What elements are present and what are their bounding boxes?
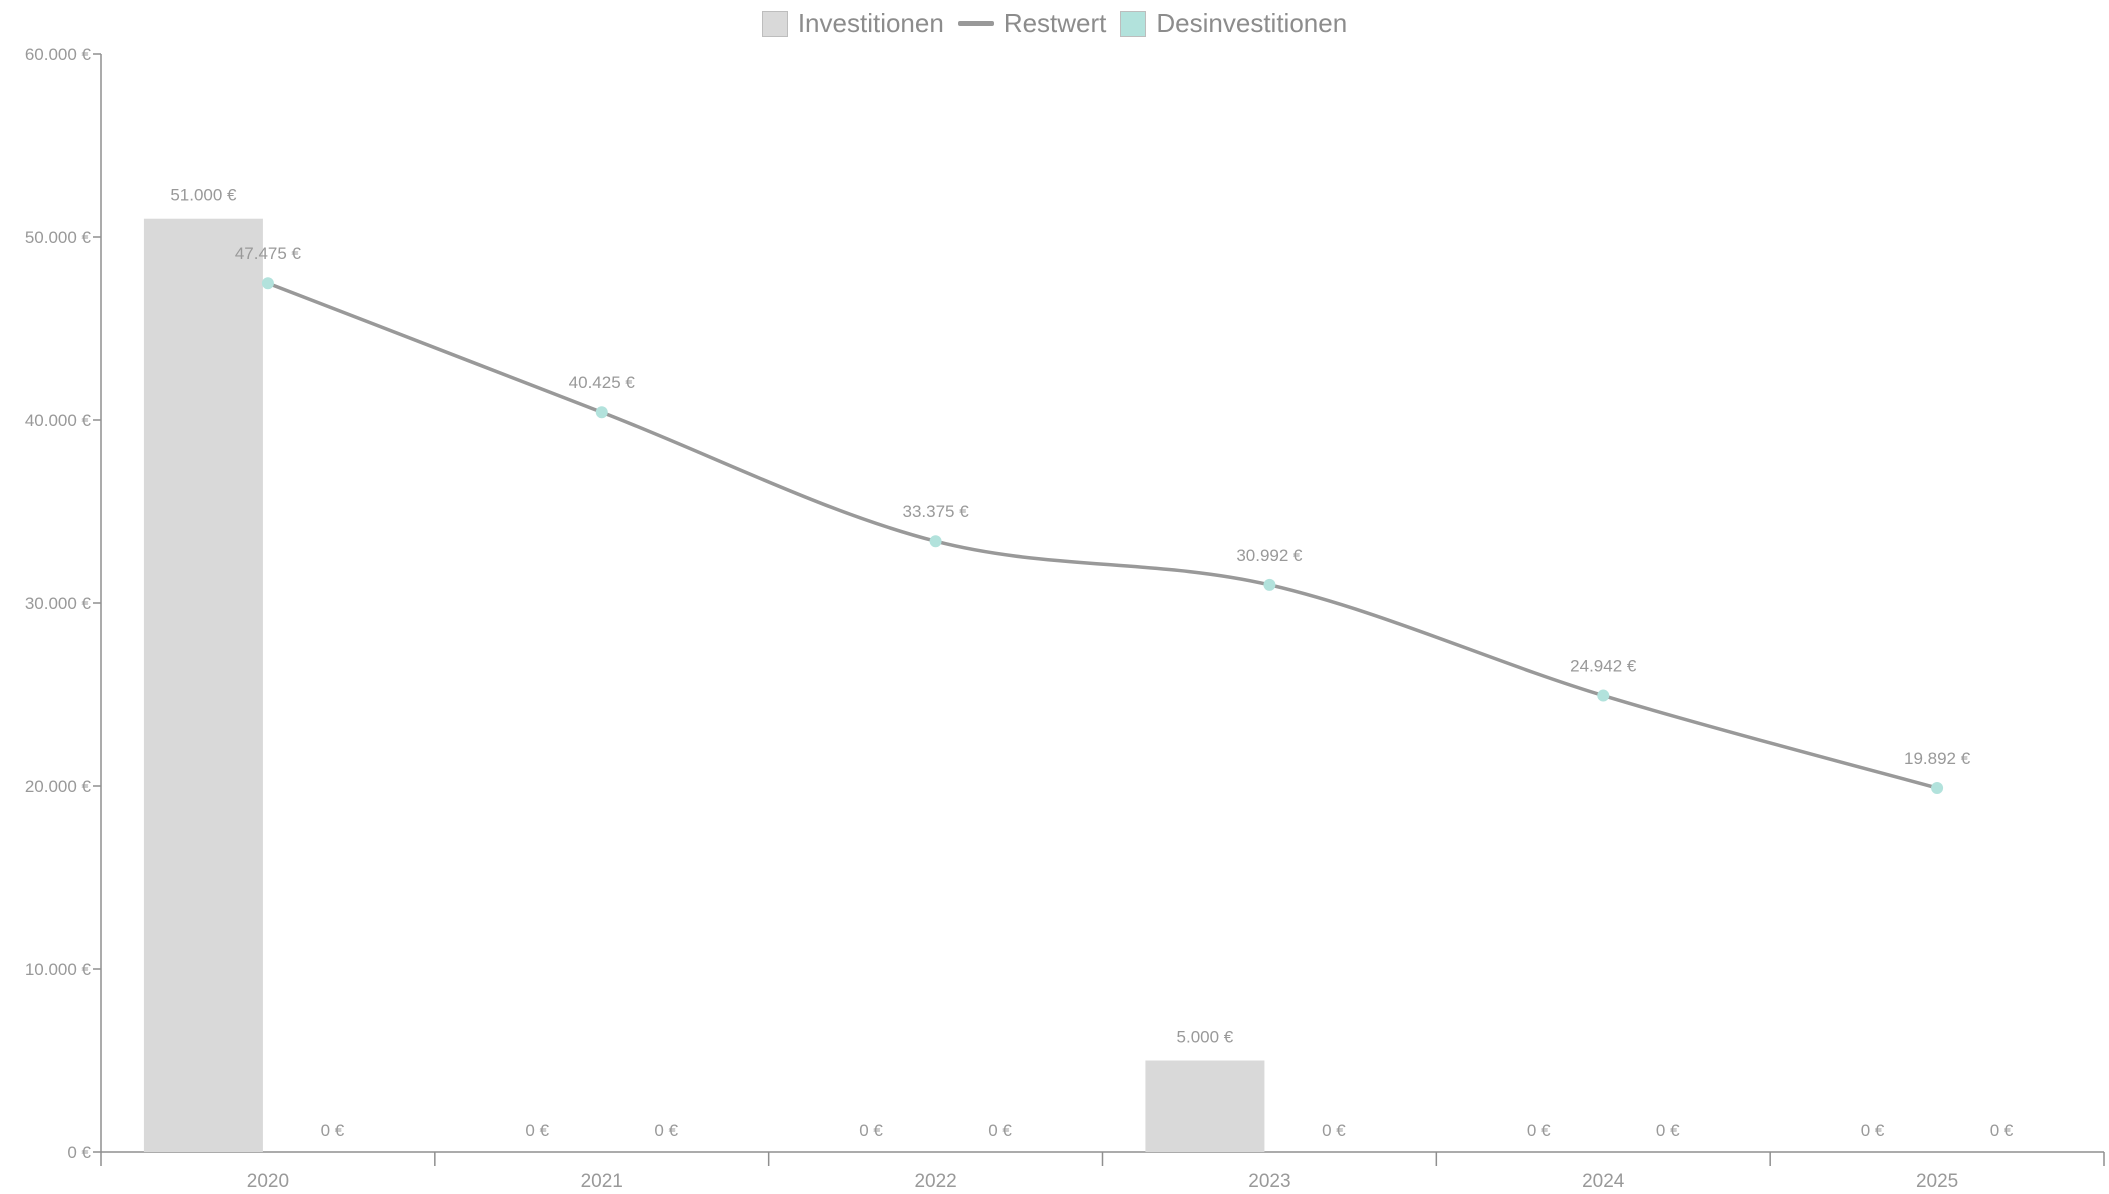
data-label-investitionen: 5.000 € bbox=[1177, 1028, 1234, 1047]
point-restwert bbox=[595, 406, 608, 419]
point-restwert bbox=[1597, 689, 1610, 702]
y-tick-label: 0 € bbox=[67, 1143, 91, 1162]
data-label-investitionen: 0 € bbox=[1527, 1121, 1551, 1140]
x-tick-label: 2022 bbox=[914, 1171, 956, 1189]
data-label-investitionen: 0 € bbox=[525, 1121, 549, 1140]
data-label-desinvestitionen: 0 € bbox=[988, 1121, 1012, 1140]
data-label-restwert: 24.942 € bbox=[1570, 657, 1637, 676]
point-restwert bbox=[1263, 578, 1276, 591]
data-label-desinvestitionen: 0 € bbox=[1322, 1121, 1346, 1140]
y-tick-label: 50.000 € bbox=[25, 228, 92, 247]
legend-item-restwert[interactable]: Restwert bbox=[957, 8, 1107, 39]
legend-label-restwert: Restwert bbox=[1003, 8, 1107, 38]
point-restwert bbox=[1931, 781, 1944, 794]
data-label-desinvestitionen: 0 € bbox=[654, 1121, 678, 1140]
x-tick-label: 2023 bbox=[1248, 1171, 1290, 1189]
x-tick-label: 2020 bbox=[247, 1171, 289, 1189]
y-tick-label: 10.000 € bbox=[25, 960, 92, 979]
data-label-restwert: 47.475 € bbox=[235, 244, 302, 263]
data-label-desinvestitionen: 0 € bbox=[1990, 1121, 2014, 1140]
y-tick-label: 40.000 € bbox=[25, 411, 92, 430]
legend-label-investitionen: Investitionen bbox=[797, 8, 944, 38]
legend-swatch-desinvestitionen bbox=[1120, 10, 1147, 37]
point-restwert bbox=[261, 277, 274, 290]
legend-item-investitionen[interactable]: Investitionen bbox=[761, 8, 944, 39]
y-tick-label: 60.000 € bbox=[25, 45, 92, 64]
data-label-restwert: 19.892 € bbox=[1904, 749, 1971, 768]
data-label-restwert: 30.992 € bbox=[1236, 546, 1303, 565]
bar-investitionen bbox=[143, 218, 263, 1152]
chart-legend: Investitionen Restwert Desinvestitionen bbox=[0, 8, 2109, 39]
bar-investitionen bbox=[1145, 1060, 1265, 1152]
data-label-investitionen: 0 € bbox=[859, 1121, 883, 1140]
line-restwert bbox=[267, 281, 1938, 790]
y-tick-label: 20.000 € bbox=[25, 777, 92, 796]
legend-swatch-restwert bbox=[957, 21, 994, 26]
point-restwert bbox=[929, 535, 942, 548]
legend-swatch-investitionen bbox=[761, 10, 788, 37]
data-label-desinvestitionen: 0 € bbox=[321, 1121, 345, 1140]
legend-label-desinvestitionen: Desinvestitionen bbox=[1156, 8, 1348, 38]
x-tick-label: 2025 bbox=[1916, 1171, 1958, 1189]
data-label-restwert: 40.425 € bbox=[569, 373, 636, 392]
y-tick-label: 30.000 € bbox=[25, 594, 92, 613]
data-label-restwert: 33.375 € bbox=[902, 502, 969, 521]
data-label-investitionen: 0 € bbox=[1861, 1121, 1885, 1140]
x-tick-label: 2021 bbox=[581, 1171, 623, 1189]
data-label-investitionen: 51.000 € bbox=[170, 186, 237, 205]
data-label-desinvestitionen: 0 € bbox=[1656, 1121, 1680, 1140]
legend-item-desinvestitionen[interactable]: Desinvestitionen bbox=[1120, 8, 1347, 39]
x-tick-label: 2024 bbox=[1582, 1171, 1625, 1189]
